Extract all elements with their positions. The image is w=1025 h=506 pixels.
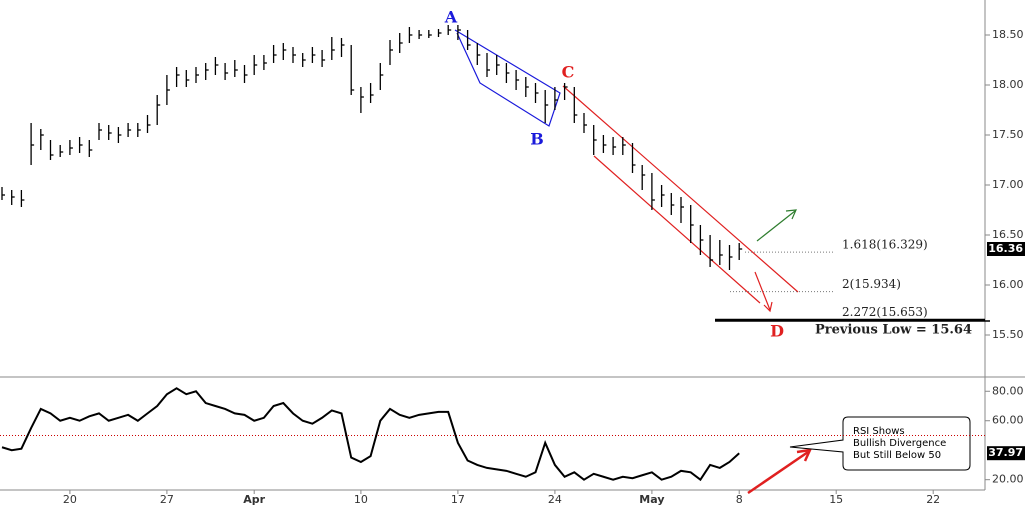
rsi-note: Bullish Divergence <box>853 438 946 449</box>
y-tick-label: 17.00 <box>992 178 1024 191</box>
y-tick-label: 80.00 <box>992 384 1024 397</box>
x-tick-label: 27 <box>160 493 174 506</box>
channels <box>454 29 971 495</box>
level-label: 1.618(16.329) <box>842 238 928 252</box>
rsi-line <box>1 387 740 482</box>
y-tick-label: 16.00 <box>992 278 1024 291</box>
rsi-note: But Still Below 50 <box>853 450 941 461</box>
last-rsi-box <box>987 446 1025 461</box>
last-price-box <box>987 242 1025 256</box>
wave-label: D <box>770 322 784 341</box>
y-tick-label: 17.50 <box>992 128 1024 141</box>
x-tick-label: 22 <box>926 493 940 506</box>
x-tick-label: May <box>639 493 664 506</box>
last-price: 16.36 <box>988 242 1023 255</box>
wave-label: B <box>530 130 544 149</box>
level-label: 2.272(15.653) <box>842 305 928 319</box>
level-label: Previous Low = 15.64 <box>815 323 972 338</box>
y-tick-label: 15.50 <box>992 328 1024 341</box>
last-rsi: 37.97 <box>988 446 1023 459</box>
wave-label: A <box>444 8 458 27</box>
x-tick-label: 24 <box>548 493 562 506</box>
x-tick-label: Apr <box>243 493 265 506</box>
x-tick-label: 8 <box>736 493 743 506</box>
y-tick-label: 60.00 <box>992 414 1024 427</box>
rsi-note: RSI Shows <box>853 426 905 437</box>
wave-label: C <box>562 63 575 82</box>
x-tick-label: 17 <box>451 493 465 506</box>
x-tick-label: 15 <box>829 493 843 506</box>
x-tick-label: 20 <box>63 493 77 506</box>
y-tick-label: 20.00 <box>992 473 1024 486</box>
x-tick-label: 10 <box>354 493 368 506</box>
y-tick-label: 18.00 <box>992 78 1024 91</box>
y-tick-label: 18.50 <box>992 28 1024 41</box>
y-tick-label: 16.50 <box>992 228 1024 241</box>
level-label: 2(15.934) <box>842 277 901 291</box>
